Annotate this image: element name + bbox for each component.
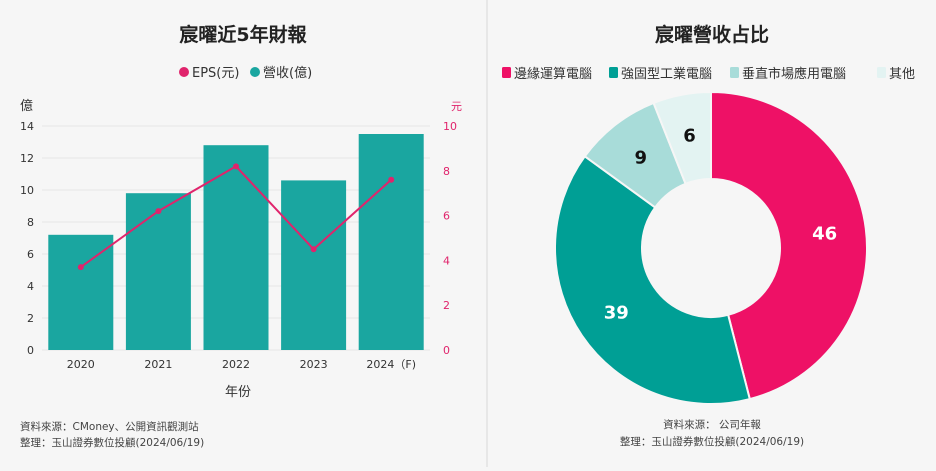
right-chart-panel: 宸曜營收占比 邊緣運算電腦 強固型工業電腦 垂直市場應用電腦 其他 46 39 9 6… xyxy=(488,0,936,467)
eps-point xyxy=(233,163,239,170)
legend-edge-label: 邊緣運算電腦 xyxy=(514,67,592,82)
donut-labels: 46 39 9 6 xyxy=(604,126,837,324)
left-tick-label: 14 xyxy=(20,120,34,133)
legend-rugged-swatch xyxy=(609,67,618,78)
bar-source-line1: 資料來源：CMoney、公開資訊觀測站 xyxy=(20,420,199,433)
eps-point xyxy=(310,246,317,253)
legend-rugged-label: 強固型工業電腦 xyxy=(621,66,712,82)
left-tick-label: 10 xyxy=(20,184,34,197)
slice-value-label: 46 xyxy=(812,224,837,245)
pie-source-line2: 整理：玉山證券數位投顧(2024/06/19) xyxy=(620,435,804,448)
pie-chart-legend: 邊緣運算電腦 強固型工業電腦 垂直市場應用電腦 其他 xyxy=(502,66,915,82)
revenue-bars xyxy=(48,134,424,350)
revenue-bar xyxy=(48,234,114,350)
revenue-bar xyxy=(125,193,191,350)
x-tick-label: 2024（F) xyxy=(366,358,416,371)
slice-other xyxy=(652,90,712,186)
right-tick-label: 6 xyxy=(443,210,450,223)
legend-revenue-swatch xyxy=(250,67,260,77)
slice-edge-computing xyxy=(710,90,868,401)
legend-vertical-label: 垂直市場應用電腦 xyxy=(742,66,846,82)
x-tick-label: 2020 xyxy=(67,358,95,371)
left-chart-panel: 宸曜近5年財報 EPS(元) 營收(億) 億 元 0 2 4 6 8 10 12 14 0 2 4… xyxy=(20,23,462,449)
revenue-bar xyxy=(203,145,269,350)
bar-source-line2: 整理：玉山證券數位投顧(2024/06/19) xyxy=(20,436,204,449)
x-tick-label: 2021 xyxy=(144,358,172,371)
eps-line xyxy=(77,163,395,271)
bar-chart-legend: EPS(元) 營收(億) xyxy=(179,65,312,81)
left-tick-label: 8 xyxy=(27,216,34,229)
revenue-bar xyxy=(281,180,347,350)
pie-chart-title: 宸曜營收占比 xyxy=(655,23,769,46)
left-tick-label: 0 xyxy=(27,344,34,357)
x-axis-ticks: 2020 2021 2022 2023 2024（F) xyxy=(67,358,416,371)
left-tick-label: 12 xyxy=(20,152,34,165)
left-tick-label: 2 xyxy=(27,312,34,325)
left-axis-ticks: 0 2 4 6 8 10 12 14 xyxy=(20,120,34,357)
legend-revenue-label: 營收(億) xyxy=(263,65,312,81)
eps-point xyxy=(77,264,84,271)
x-tick-label: 2023 xyxy=(300,358,328,371)
right-axis-ticks: 0 2 4 6 8 10 xyxy=(443,120,457,357)
legend-other-label: 其他 xyxy=(889,67,915,82)
slice-value-label: 6 xyxy=(683,126,696,147)
left-axis-unit: 億 xyxy=(20,98,33,114)
slice-rugged-pc xyxy=(554,154,752,405)
left-tick-label: 6 xyxy=(27,248,34,261)
donut-slices xyxy=(554,90,868,405)
eps-point xyxy=(155,208,162,215)
x-axis-title: 年份 xyxy=(225,385,251,400)
legend-other-swatch xyxy=(877,67,886,78)
right-tick-label: 0 xyxy=(443,344,450,357)
pie-source-line1: 資料來源： 公司年報 xyxy=(663,418,761,431)
slice-value-label: 9 xyxy=(635,148,648,169)
eps-point xyxy=(388,176,395,183)
revenue-eps-chart: 宸曜近5年財報 EPS(元) 營收(億) 億 元 0 2 4 6 8 10 12 14 0 2 4… xyxy=(20,23,462,449)
x-tick-label: 2022 xyxy=(222,358,250,371)
right-axis-unit: 元 xyxy=(451,100,462,113)
revenue-share-chart: 宸曜營收占比 邊緣運算電腦 強固型工業電腦 垂直市場應用電腦 其他 46 39 9 6… xyxy=(502,23,915,448)
right-tick-label: 10 xyxy=(443,120,457,133)
slice-value-label: 39 xyxy=(604,302,629,323)
legend-edge-swatch xyxy=(502,67,511,78)
legend-eps-label: EPS(元) xyxy=(192,66,239,81)
right-tick-label: 2 xyxy=(443,299,450,312)
legend-vertical-swatch xyxy=(730,67,739,78)
right-tick-label: 4 xyxy=(443,254,450,267)
right-tick-label: 8 xyxy=(443,165,450,178)
bar-chart-title: 宸曜近5年財報 xyxy=(179,23,307,46)
panel-divider xyxy=(486,0,488,467)
left-tick-label: 4 xyxy=(27,280,34,293)
legend-eps-swatch xyxy=(179,67,189,77)
revenue-bar xyxy=(358,134,424,350)
